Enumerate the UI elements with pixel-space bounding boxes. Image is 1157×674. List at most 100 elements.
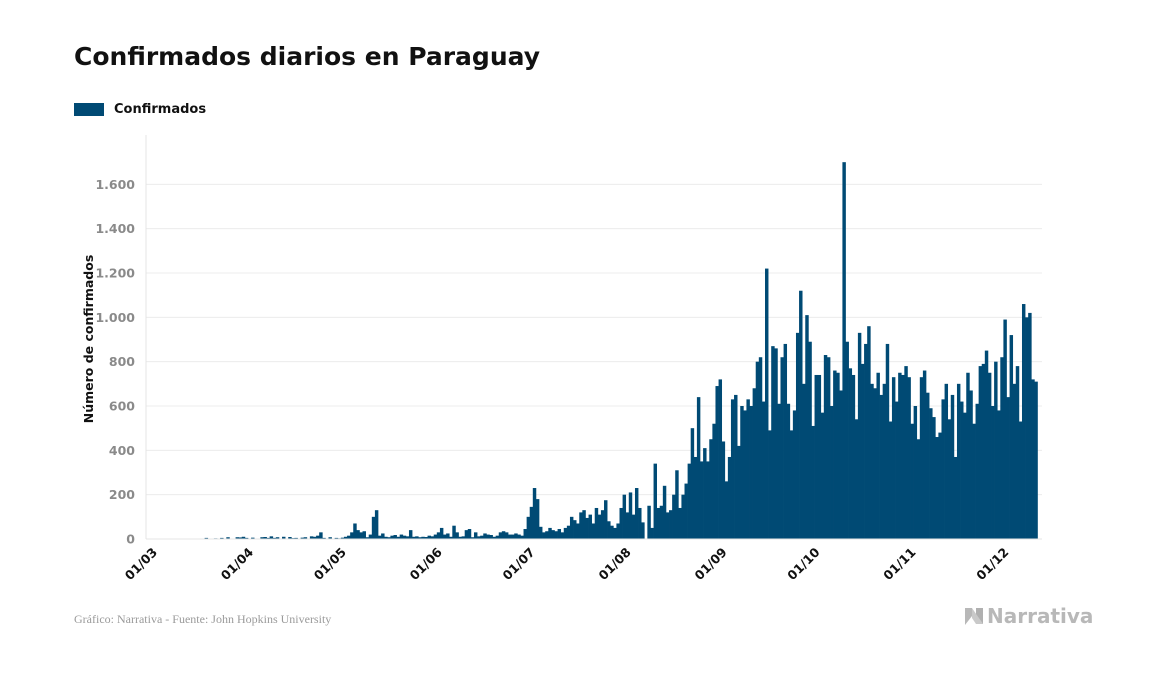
bar <box>706 461 710 539</box>
bar <box>582 510 586 539</box>
bar <box>1018 421 1023 539</box>
y-tick-label: 1.400 <box>95 221 135 236</box>
bar <box>433 534 438 539</box>
bar <box>854 419 859 539</box>
bar <box>542 532 546 539</box>
bar <box>724 481 729 539</box>
bar <box>830 406 834 539</box>
bar <box>309 536 314 539</box>
bar <box>932 417 936 539</box>
bar <box>610 525 614 539</box>
bar <box>991 406 995 539</box>
bar <box>950 394 955 539</box>
gridlines <box>146 183 1042 496</box>
bar <box>975 403 979 539</box>
bar <box>226 537 230 539</box>
bar <box>805 315 809 539</box>
bar <box>944 383 949 539</box>
bar <box>743 410 747 539</box>
bar <box>446 533 450 539</box>
bar <box>699 461 704 539</box>
bar <box>981 363 986 539</box>
bar <box>634 488 639 539</box>
bar <box>514 533 518 539</box>
bar <box>604 500 608 539</box>
bar <box>994 361 998 539</box>
bar <box>956 383 961 539</box>
bar <box>625 512 630 539</box>
bar <box>1012 383 1017 539</box>
legend-swatch <box>74 103 104 116</box>
bar <box>390 535 394 539</box>
bar <box>898 372 902 539</box>
bar <box>461 536 466 539</box>
bar <box>907 377 911 539</box>
bar <box>659 505 664 539</box>
bar <box>746 399 750 539</box>
x-tick-label: 01/10 <box>784 544 823 583</box>
bar <box>353 523 357 539</box>
bar <box>294 537 298 539</box>
bar <box>734 394 738 539</box>
bar <box>316 535 320 539</box>
bar <box>1015 366 1020 539</box>
bar <box>371 516 376 539</box>
bar <box>220 537 224 539</box>
y-tick-label: 1.000 <box>95 310 135 325</box>
bar <box>1003 319 1007 539</box>
bar <box>266 537 270 539</box>
bar <box>690 428 695 539</box>
bar <box>408 530 413 539</box>
bar <box>845 341 849 539</box>
bar <box>492 536 497 539</box>
bar <box>591 523 596 539</box>
bar <box>938 432 942 539</box>
bar <box>755 361 760 539</box>
bar <box>424 537 428 539</box>
bar <box>235 537 240 539</box>
legend: Confirmados <box>74 102 206 117</box>
bar <box>860 363 865 539</box>
bar <box>467 529 472 539</box>
bar <box>204 537 209 539</box>
bar <box>576 523 580 539</box>
bar <box>551 530 555 539</box>
bar <box>269 536 274 539</box>
bar <box>910 423 914 539</box>
bar <box>997 410 1001 539</box>
bar <box>709 439 713 539</box>
bar <box>969 390 973 539</box>
bar <box>1021 304 1026 539</box>
x-tick-label: 01/11 <box>880 545 918 583</box>
bar <box>600 510 605 539</box>
bar <box>913 406 918 539</box>
bar <box>501 531 506 539</box>
bar <box>263 537 267 539</box>
bar <box>669 510 673 539</box>
x-tick-label: 01/05 <box>311 545 349 583</box>
bar <box>783 343 788 539</box>
bar <box>539 526 543 539</box>
bar <box>350 532 354 539</box>
y-axis-ticks: 0 200 400 600 800 1.000 1.200 1.400 1.600 <box>95 177 135 547</box>
bar <box>662 485 667 539</box>
bar <box>687 463 692 539</box>
bar <box>251 537 255 539</box>
bar <box>789 430 794 539</box>
bar <box>650 527 654 539</box>
bar <box>473 532 478 539</box>
bar <box>356 530 360 539</box>
bar <box>588 514 592 539</box>
bar <box>489 535 493 539</box>
bar <box>833 370 837 539</box>
bar <box>343 536 348 539</box>
bar <box>876 372 880 539</box>
bar <box>693 456 698 539</box>
axes <box>145 135 1042 540</box>
bar <box>919 377 924 539</box>
bar <box>436 532 441 539</box>
chart-title: Confirmados diarios en Paraguay <box>74 42 541 71</box>
bar <box>573 520 577 539</box>
bar <box>792 410 797 539</box>
